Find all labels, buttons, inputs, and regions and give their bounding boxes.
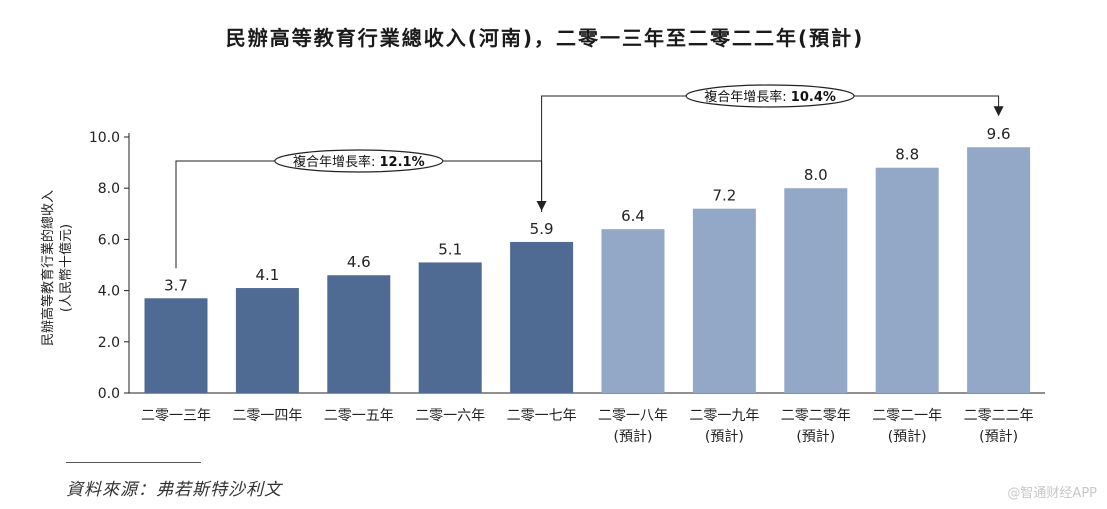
source-note: 資料來源：弗若斯特沙利文	[66, 480, 282, 500]
category-label: 二零二二年	[964, 408, 1034, 424]
category-label: 二零一八年	[598, 408, 668, 424]
bar-7	[784, 188, 848, 393]
bar-2	[327, 275, 391, 393]
data-label: 6.4	[621, 207, 645, 225]
y-tick-label: 10.0	[89, 130, 120, 146]
data-label: 5.1	[438, 240, 462, 258]
category-sublabel: (預計)	[796, 429, 835, 445]
y-tick-label: 8.0	[98, 181, 120, 197]
data-label: 8.8	[895, 146, 919, 164]
bar-5	[601, 229, 665, 393]
category-label: 二零一七年	[507, 408, 577, 424]
y-tick-label: 2.0	[98, 335, 120, 351]
category-sublabel: (預計)	[888, 429, 927, 445]
cagr-annotation-1: 複合年增長率: 10.4%	[541, 84, 1004, 212]
data-label: 3.7	[164, 276, 188, 294]
category-sublabel: (預計)	[705, 429, 744, 445]
category-label: 二零一三年	[141, 408, 211, 424]
source-divider	[66, 462, 201, 463]
category-label: 二零二一年	[872, 408, 942, 424]
y-tick-label: 0.0	[98, 386, 120, 402]
cagr-oval	[274, 149, 444, 173]
cagr-annotation-0: 複合年增長率: 12.1%	[175, 149, 547, 269]
data-label: 5.9	[530, 220, 554, 238]
y-axis-label-line1: 民辦高等教育行業的總收入	[40, 190, 56, 346]
data-label: 9.6	[987, 125, 1011, 143]
data-label: 8.0	[804, 166, 828, 184]
cagr-label: 複合年增長率: 12.1%	[293, 154, 425, 170]
bar-9	[967, 147, 1031, 393]
data-label: 4.1	[255, 266, 279, 284]
category-label: 二零一四年	[232, 408, 302, 424]
y-tick-label: 4.0	[98, 284, 120, 300]
data-label: 7.2	[712, 187, 736, 205]
category-label: 二零一五年	[324, 408, 394, 424]
data-label: 4.6	[347, 253, 371, 271]
category-sublabel: (預計)	[614, 429, 653, 445]
watermark: @智通财经APP	[1007, 486, 1097, 501]
bar-0	[144, 298, 208, 393]
y-axis-label: 民辦高等教育行業的總收入 (人民幣十億元)	[40, 190, 74, 346]
cagr-bracket-line	[175, 160, 543, 269]
bars: 3.7 二零一三年 4.1 二零一四年 4.6 二零一五年 5.1 二零一六年 5.9 二零一七年…	[141, 125, 1034, 445]
category-label: 二零一九年	[689, 408, 759, 424]
cagr-annotations: 複合年增長率: 12.1% 複合年增長率: 10.4%	[175, 84, 1004, 269]
category-label: 二零二零年	[781, 408, 851, 424]
category-sublabel: (預計)	[979, 429, 1018, 445]
y-axis-label-line2: (人民幣十億元)	[58, 224, 74, 312]
cagr-label: 複合年增長率: 10.4%	[704, 89, 836, 105]
bar-3	[418, 262, 482, 393]
category-label: 二零一六年	[415, 408, 485, 424]
bar-6	[692, 208, 756, 393]
cagr-arrowhead	[993, 106, 1004, 117]
bar-8	[875, 167, 939, 393]
bar-4	[510, 241, 574, 393]
y-tick-label: 6.0	[98, 232, 120, 248]
bar-1	[235, 288, 299, 393]
chart-title: 民辦高等教育行業總收入(河南)，二零一三年至二零二二年(預計)	[226, 26, 865, 50]
cagr-oval	[685, 84, 855, 108]
